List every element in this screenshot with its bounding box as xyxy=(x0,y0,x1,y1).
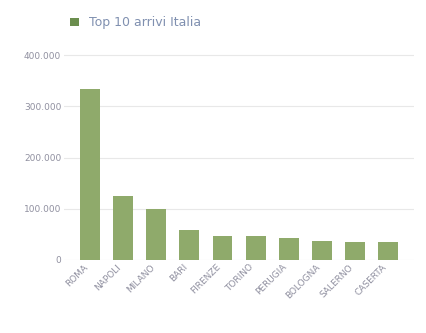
Bar xyxy=(113,196,133,260)
Bar xyxy=(212,236,232,260)
Legend: Top 10 arrivi Italia: Top 10 arrivi Italia xyxy=(70,16,201,29)
Bar xyxy=(146,209,166,260)
Bar xyxy=(80,89,100,260)
Bar xyxy=(311,241,331,260)
Bar xyxy=(179,230,199,260)
Bar xyxy=(245,236,265,260)
Bar xyxy=(377,242,397,260)
Bar xyxy=(278,238,298,260)
Bar xyxy=(344,242,364,260)
